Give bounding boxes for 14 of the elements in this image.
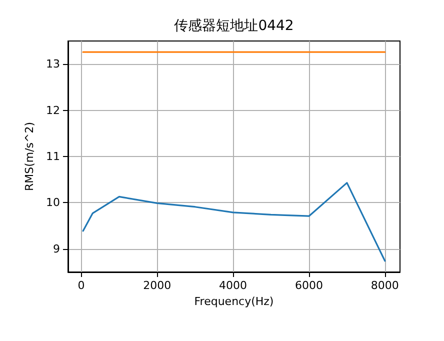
y-tick-label: 10	[46, 196, 60, 210]
y-axis-title: RMS(m/s^2)	[23, 122, 36, 192]
y-tick-label: 12	[46, 104, 60, 117]
y-tick-label: 11	[46, 150, 60, 163]
chart-title: 传感器短地址0442	[174, 18, 294, 34]
x-tick-label: 0	[78, 279, 85, 292]
x-tick-label: 8000	[370, 279, 399, 292]
y-tick-label: 9	[53, 242, 60, 256]
y-tick-label: 13	[46, 58, 60, 71]
line-series	[82, 182, 386, 262]
x-tick-label: 6000	[294, 279, 323, 292]
x-tick-label: 2000	[143, 279, 172, 292]
x-tick-label: 4000	[219, 279, 248, 292]
x-axis-title: Frequency(Hz)	[194, 295, 274, 308]
